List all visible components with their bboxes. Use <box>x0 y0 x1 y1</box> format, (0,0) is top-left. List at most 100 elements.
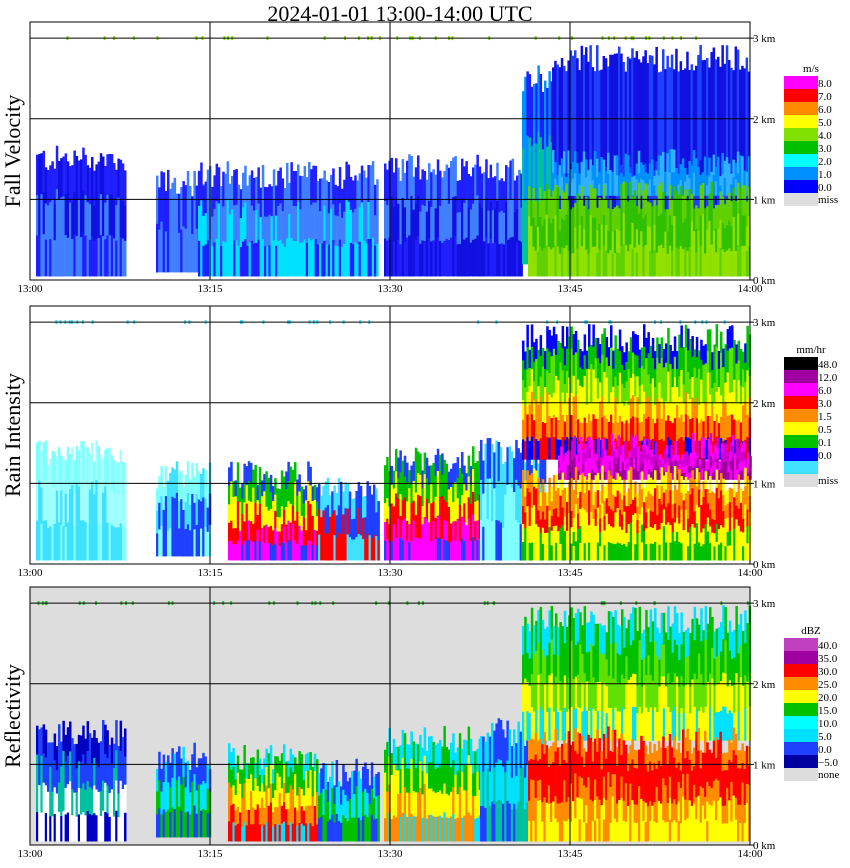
echo-cell <box>711 352 714 371</box>
echo-cell <box>528 453 531 490</box>
echo-cell <box>530 436 534 460</box>
echo-cell <box>590 421 593 441</box>
echo-cell <box>528 404 532 424</box>
echo-cell <box>430 206 433 242</box>
echo-cell <box>720 352 723 375</box>
echo-cell <box>574 395 578 417</box>
echo-cell <box>356 244 359 277</box>
echo-cell <box>533 654 536 684</box>
echo-cell <box>607 643 611 677</box>
echo-cell <box>748 186 751 217</box>
echo-cell <box>401 520 405 541</box>
echo-cell <box>106 813 109 842</box>
echo-cell <box>331 537 334 561</box>
echo-cell <box>718 474 722 480</box>
echo-cell <box>698 460 702 466</box>
echo-cell <box>363 205 366 242</box>
echo-cell <box>599 440 602 460</box>
echo-cell <box>414 792 418 818</box>
echo-cell <box>642 56 645 167</box>
x-tick-label: 13:15 <box>197 567 223 579</box>
echo-cell <box>651 680 655 711</box>
echo-cell <box>692 456 695 469</box>
echo-cell <box>206 812 210 838</box>
echo-cell <box>342 537 345 561</box>
echo-cell <box>696 450 700 461</box>
echo-cell <box>234 764 238 781</box>
echo-cell <box>232 544 235 561</box>
echo-cell <box>706 623 710 654</box>
echo-cell <box>630 457 634 469</box>
echo-cell <box>234 795 238 811</box>
echo-cell <box>254 483 257 504</box>
echo-cell <box>599 532 602 547</box>
echo-cell <box>678 523 681 543</box>
echo-cell <box>607 208 610 232</box>
echo-cell <box>713 631 716 660</box>
echo-cell <box>706 185 709 196</box>
echo-cell <box>646 173 650 185</box>
echo-cell <box>454 752 457 776</box>
echo-cell <box>313 544 317 561</box>
echo-cell <box>623 616 626 649</box>
echo-cell <box>182 226 185 273</box>
echo-cell <box>555 473 558 492</box>
echo-cell <box>119 198 123 238</box>
echo-cell <box>432 240 435 277</box>
echo-cell <box>272 500 275 517</box>
legend-swatch <box>784 474 818 487</box>
echo-cell <box>562 467 565 474</box>
echo-cell <box>344 795 347 819</box>
echo-cell <box>158 229 161 273</box>
echo-cell <box>121 238 125 277</box>
echo-cell <box>228 541 231 561</box>
echo-cell <box>524 746 527 779</box>
echo-cell <box>593 173 597 196</box>
echo-cell <box>629 541 633 561</box>
echo-cell <box>660 485 664 505</box>
echo-cell <box>491 444 494 484</box>
echo-cell <box>734 162 738 180</box>
echo-cell <box>587 61 590 170</box>
echo-cell <box>191 781 194 810</box>
echo-cell <box>652 473 656 480</box>
echo-cell <box>607 524 611 543</box>
echo-cell <box>302 531 306 547</box>
echo-cell <box>482 806 485 842</box>
echo-cell <box>99 791 103 817</box>
echo-cell <box>541 149 545 208</box>
echo-cell <box>711 518 714 534</box>
echo-cell <box>310 240 313 277</box>
echo-cell <box>647 525 650 544</box>
echo-cell <box>616 711 620 741</box>
echo-cell <box>629 708 633 741</box>
echo-cell <box>689 379 692 400</box>
echo-cell <box>672 454 675 462</box>
echo-cell <box>662 708 666 741</box>
echo-cell <box>507 239 510 277</box>
echo-cell <box>701 437 704 449</box>
echo-cell <box>428 200 431 239</box>
echo-cell <box>200 758 203 785</box>
echo-cell <box>198 170 201 207</box>
echo-cell <box>634 396 637 418</box>
echo-cell <box>712 472 715 480</box>
echo-cell <box>62 236 65 277</box>
echo-cell <box>268 214 271 246</box>
echo-cell <box>693 527 697 545</box>
echo-cell <box>510 746 514 779</box>
echo-cell <box>474 164 477 203</box>
echo-cell <box>73 460 76 494</box>
echo-cell <box>408 524 411 543</box>
echo-cell <box>585 480 589 498</box>
echo-cell <box>592 346 595 370</box>
echo-cell <box>243 463 246 484</box>
echo-cell <box>598 172 601 185</box>
echo-cell <box>184 812 188 838</box>
echo-cell <box>234 496 238 513</box>
echo-cell <box>44 520 48 561</box>
echo-cell <box>200 162 203 201</box>
echo-cell <box>82 783 85 813</box>
echo-cell <box>275 215 278 247</box>
echo-cell <box>265 542 268 561</box>
